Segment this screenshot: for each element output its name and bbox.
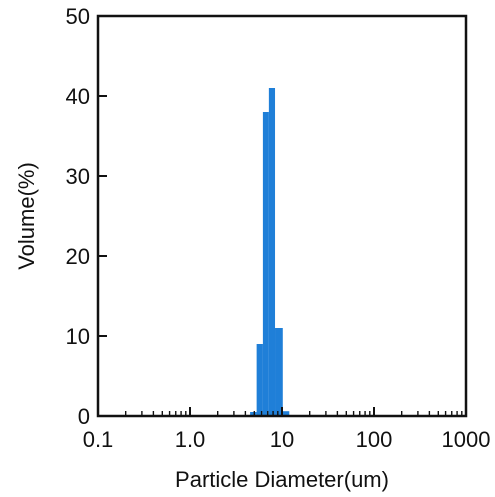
histogram-bar xyxy=(256,344,263,416)
histogram-bar xyxy=(250,412,257,416)
x-axis-title: Particle Diameter(um) xyxy=(175,467,389,492)
x-tick-label: 1.0 xyxy=(175,427,206,452)
y-ticks xyxy=(98,15,107,417)
x-tick-label: 100 xyxy=(356,427,393,452)
y-tick-label: 40 xyxy=(66,84,90,109)
x-tick-labels: 0.1 1.0 10 100 1000 xyxy=(83,427,491,452)
x-minor-ticks xyxy=(124,411,463,416)
y-tick-label: 30 xyxy=(66,164,90,189)
histogram-bars xyxy=(250,88,290,416)
x-tick-label: 0.1 xyxy=(83,427,114,452)
y-axis-title: Volume(%) xyxy=(14,162,39,270)
x-tick-label: 10 xyxy=(270,427,294,452)
y-tick-label: 20 xyxy=(66,244,90,269)
histogram-bar xyxy=(275,328,283,416)
y-tick-label: 50 xyxy=(66,4,90,29)
y-tick-labels: 0 10 20 30 40 50 xyxy=(66,4,90,429)
histogram-bar xyxy=(262,112,269,416)
x-major-ticks xyxy=(97,407,467,416)
histogram-bar xyxy=(282,411,290,416)
y-tick-label: 0 xyxy=(78,404,90,429)
x-tick-label: 1000 xyxy=(442,427,491,452)
histogram-bar xyxy=(268,88,276,416)
y-tick-label: 10 xyxy=(66,324,90,349)
